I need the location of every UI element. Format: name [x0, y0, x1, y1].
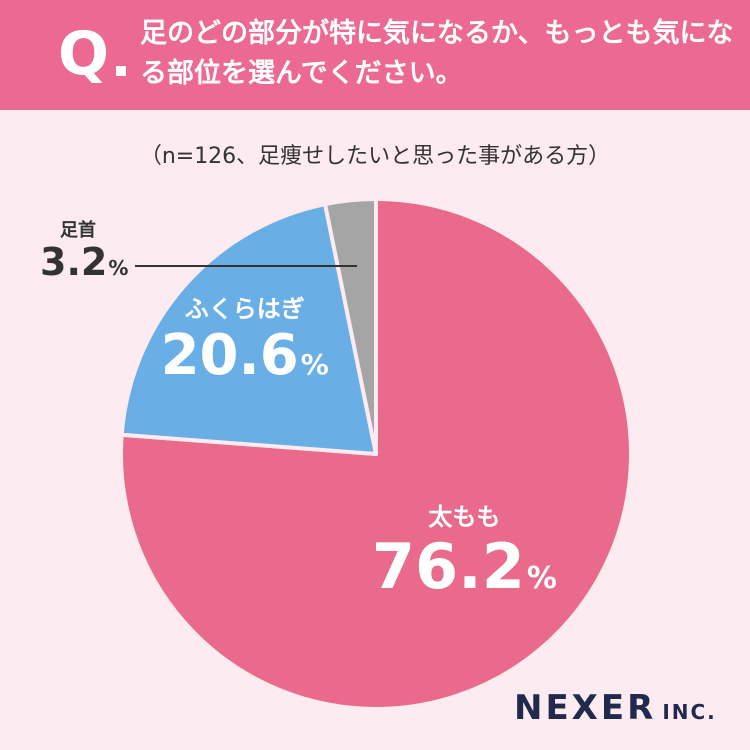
slice-unit: % — [526, 560, 557, 596]
logo-suffix: INC. — [662, 700, 717, 724]
slice-name: ふくらはぎ — [184, 294, 305, 323]
slice-value: 76.2 — [371, 529, 525, 603]
slice-value: 3.2 — [40, 240, 108, 284]
logo-name: NEXER — [514, 688, 657, 728]
slice-label-thigh: 太もも 76.2% — [344, 497, 584, 602]
slice-value: 20.6 — [160, 322, 299, 388]
slice-value-ankle: 3.2% — [40, 240, 128, 284]
leader-line — [135, 265, 357, 267]
slice-label-ankle: 足首 — [60, 220, 96, 241]
slice-unit: % — [300, 347, 329, 381]
slice-name: 太もも — [428, 502, 501, 531]
sample-note: （n=126、足痩せしたいと思った事がある方） — [139, 144, 611, 169]
q-mark: Q — [58, 19, 110, 89]
question-text: 足のどの部分が特に気になるか、もっとも気になる部位を選んでください。 — [140, 18, 734, 89]
slice-ankle — [323, 197, 378, 456]
slice-unit: % — [108, 256, 129, 280]
question-header: Q 足のどの部分が特に気になるか、もっとも気になる部位を選んでください。 — [0, 0, 750, 110]
nexer-logo: NEXER INC. — [514, 688, 717, 728]
q-dot — [116, 66, 126, 76]
slice-label-calf: ふくらはぎ 20.6% — [135, 289, 355, 388]
